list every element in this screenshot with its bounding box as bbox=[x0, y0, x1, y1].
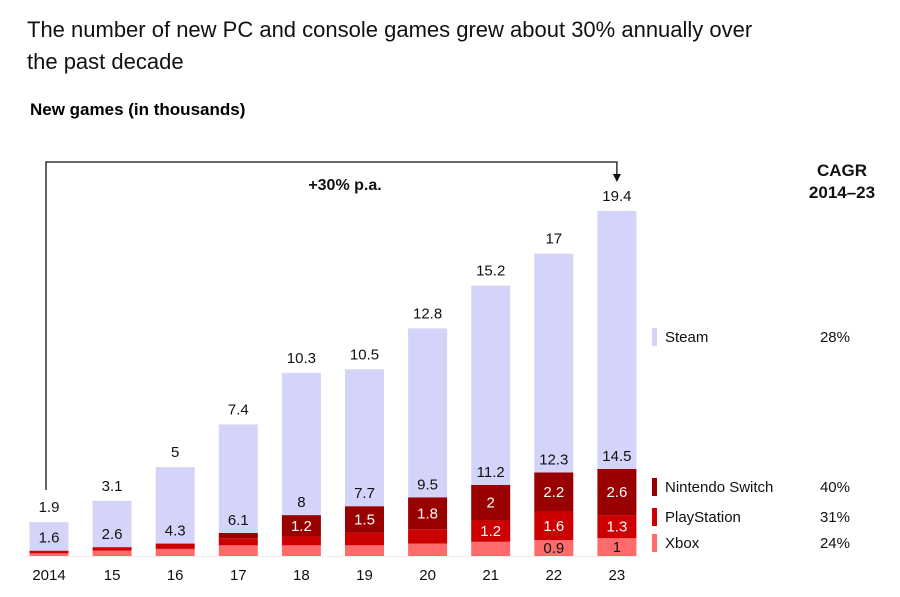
total-label: 5 bbox=[171, 444, 179, 461]
data-label: 1.2 bbox=[291, 518, 312, 535]
chart-subtitle: New games (in thousands) bbox=[30, 100, 246, 119]
bar-playstation-15 bbox=[92, 547, 132, 551]
bar-steam-23 bbox=[597, 211, 637, 469]
x-tick-label: 21 bbox=[482, 567, 499, 584]
data-label: 7.7 bbox=[354, 485, 375, 502]
bar-xbox-17 bbox=[218, 545, 258, 556]
legend-swatch bbox=[652, 328, 657, 346]
x-tick-label: 16 bbox=[167, 567, 184, 584]
bar-playstation-16 bbox=[155, 543, 195, 549]
data-label: 1 bbox=[613, 539, 621, 556]
total-label: 7.4 bbox=[228, 401, 249, 418]
bar-steam-15 bbox=[92, 500, 132, 548]
bar-xbox-23 bbox=[597, 538, 637, 556]
legend-label: Nintendo Switch bbox=[665, 479, 773, 496]
data-label: 9.5 bbox=[417, 476, 438, 493]
x-tick-label: 22 bbox=[545, 567, 562, 584]
x-tick-label: 19 bbox=[356, 567, 373, 584]
data-label: 11.2 bbox=[477, 464, 505, 481]
data-label: 1.5 bbox=[354, 512, 375, 529]
data-label: 2 bbox=[487, 495, 495, 512]
data-label: 2.6 bbox=[606, 484, 627, 501]
data-label: 1.8 bbox=[417, 505, 438, 522]
bar-steam-16 bbox=[155, 467, 195, 544]
bar-xbox-20 bbox=[408, 543, 448, 556]
cagr-value: 28% bbox=[820, 329, 850, 346]
bar-steam-17 bbox=[218, 424, 258, 533]
bar-xbox-18 bbox=[281, 545, 321, 556]
bar-steam-18 bbox=[281, 372, 321, 516]
data-label: 0.9 bbox=[543, 540, 564, 557]
total-label: 3.1 bbox=[102, 478, 123, 495]
data-label: 1.2 bbox=[480, 523, 501, 540]
bar-playstation-21 bbox=[471, 520, 511, 542]
data-label: 1.3 bbox=[606, 519, 627, 536]
legend-swatch bbox=[652, 508, 657, 526]
bar-playstation-17 bbox=[218, 538, 258, 546]
total-label: 1.9 bbox=[39, 499, 60, 516]
bar-nintendo-switch-22 bbox=[534, 472, 574, 512]
bar-playstation-23 bbox=[597, 515, 637, 539]
total-label: 10.5 bbox=[350, 346, 379, 363]
bar-nintendo-switch-19 bbox=[345, 506, 384, 533]
x-tick-label: 17 bbox=[230, 567, 247, 584]
bar-xbox-19 bbox=[345, 545, 384, 556]
cagr-bracket bbox=[45, 161, 618, 490]
bar-nintendo-switch-23 bbox=[597, 468, 637, 516]
bar-nintendo-switch-18 bbox=[281, 515, 321, 537]
x-tick-label: 23 bbox=[609, 567, 626, 584]
bar-playstation-20 bbox=[408, 529, 448, 544]
bar-steam-19 bbox=[345, 369, 384, 507]
bar-xbox-22 bbox=[534, 539, 574, 556]
data-label: 2.6 bbox=[102, 526, 123, 543]
legend-label: PlayStation bbox=[665, 509, 741, 526]
legend-swatch bbox=[652, 478, 657, 496]
bar-playstation-18 bbox=[281, 536, 321, 546]
bar-playstation-19 bbox=[345, 532, 384, 546]
bar-nintendo-switch-17 bbox=[218, 532, 258, 539]
bar-xbox-21 bbox=[471, 541, 511, 556]
x-tick-label: 20 bbox=[419, 567, 436, 584]
cagr-header: 2014–23 bbox=[809, 183, 875, 202]
bar-playstation-22 bbox=[534, 511, 574, 540]
total-label: 19.4 bbox=[602, 188, 631, 205]
legend-label: Steam bbox=[665, 329, 708, 346]
data-label: 6.1 bbox=[228, 512, 249, 529]
total-label: 12.8 bbox=[413, 305, 442, 322]
bar-nintendo-switch-21 bbox=[471, 484, 511, 521]
bar-nintendo-switch-20 bbox=[408, 497, 448, 530]
bar-steam-21 bbox=[471, 285, 511, 485]
bar-xbox-16 bbox=[155, 548, 195, 556]
data-label: 8 bbox=[297, 494, 305, 511]
data-label: 1.6 bbox=[39, 530, 60, 547]
arrow-down-icon bbox=[612, 174, 621, 182]
bar-xbox-2014 bbox=[29, 553, 69, 556]
data-label: 14.5 bbox=[602, 448, 631, 465]
cagr-value: 31% bbox=[820, 509, 850, 526]
bar-playstation-2014 bbox=[29, 550, 69, 554]
chart-title: The number of new PC and console games g… bbox=[27, 17, 753, 74]
total-label: 10.3 bbox=[287, 350, 316, 367]
bar-steam-2014 bbox=[29, 522, 69, 551]
x-tick-label: 15 bbox=[104, 567, 121, 584]
data-label: 12.3 bbox=[539, 451, 568, 468]
growth-annotation: +30% p.a. bbox=[308, 177, 381, 194]
bar-xbox-15 bbox=[92, 550, 132, 556]
bar-steam-22 bbox=[534, 253, 574, 473]
data-label: 1.6 bbox=[543, 518, 564, 535]
bar-steam-20 bbox=[408, 328, 448, 498]
cagr-header: CAGR bbox=[817, 161, 867, 180]
legend-swatch bbox=[652, 534, 657, 552]
x-tick-label: 2014 bbox=[32, 567, 65, 584]
legend-label: Xbox bbox=[665, 535, 700, 552]
data-label: 4.3 bbox=[165, 523, 186, 540]
total-label: 15.2 bbox=[476, 263, 505, 280]
data-label: 2.2 bbox=[543, 484, 564, 501]
x-tick-label: 18 bbox=[293, 567, 310, 584]
total-label: 17 bbox=[545, 231, 562, 248]
cagr-value: 40% bbox=[820, 479, 850, 496]
cagr-value: 24% bbox=[820, 535, 850, 552]
